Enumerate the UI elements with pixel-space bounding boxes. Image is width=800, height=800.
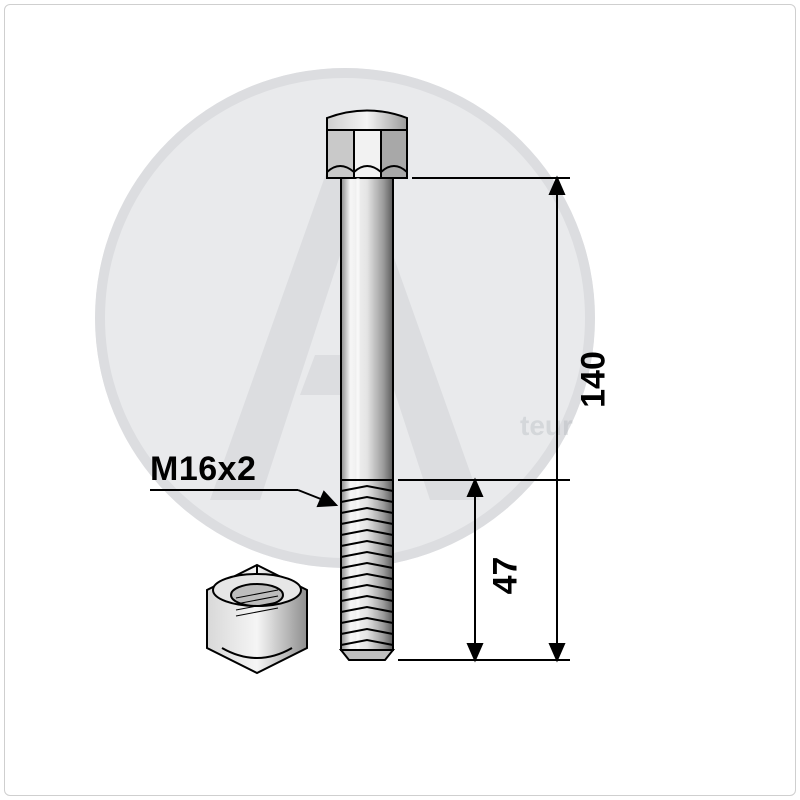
bolt-head: [327, 111, 407, 179]
thread-callout: [150, 490, 336, 506]
lock-nut: [207, 565, 307, 673]
length-total-label: 140: [575, 350, 614, 410]
dimension-ticks: [398, 178, 570, 660]
dimension-140: [550, 178, 564, 660]
bolt-shaft: [341, 178, 393, 650]
stage: teur: [0, 0, 800, 800]
technical-drawing: [0, 0, 800, 800]
thread-label: M16x2: [150, 450, 256, 489]
length-thread-label: 47: [487, 552, 526, 600]
dimension-47: [468, 480, 482, 660]
